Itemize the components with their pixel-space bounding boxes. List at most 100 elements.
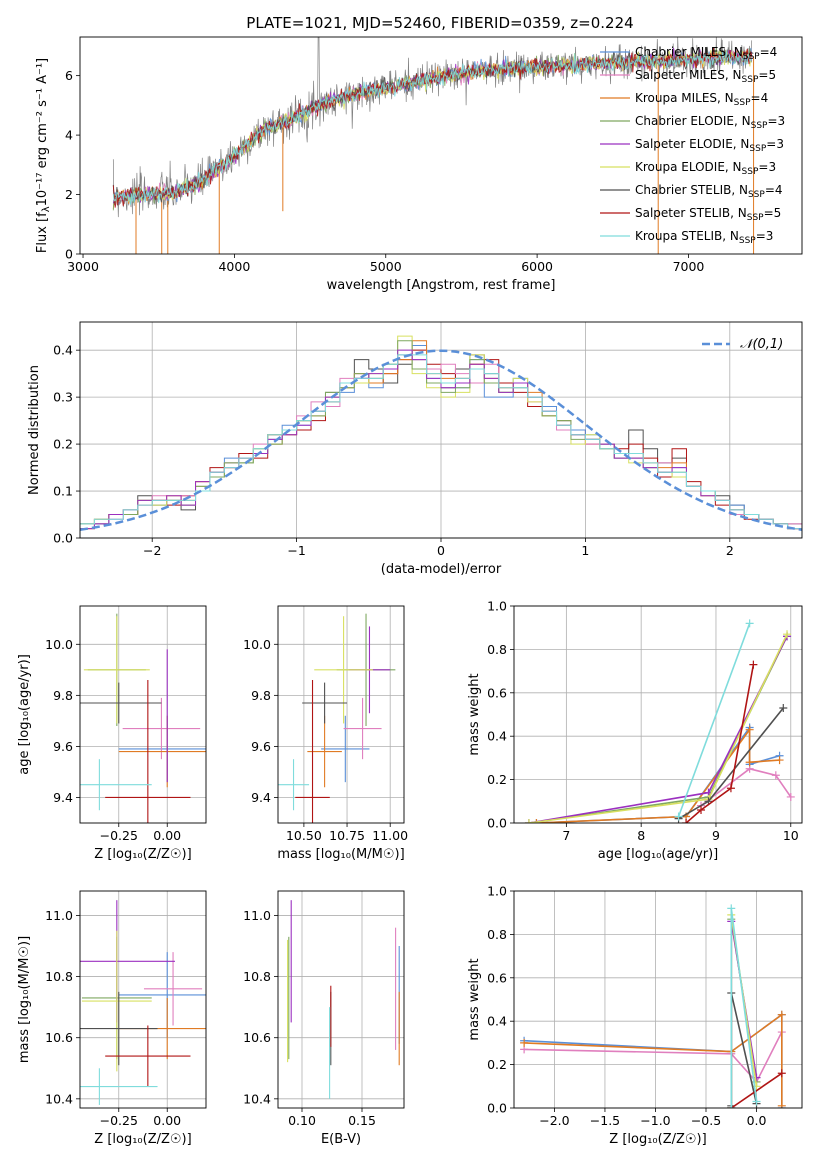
weight-point (777, 1069, 786, 1078)
x-tick-label: 2 (726, 543, 734, 558)
weight-point (674, 812, 683, 821)
weight-line (678, 707, 784, 820)
weight-point (726, 784, 735, 793)
x-tick-label: 11.00 (372, 828, 408, 843)
x-tick-label: 1 (581, 543, 589, 558)
panel-weight-vs-Z: −2.0 −1.5 −1.0 −0.5 0.0 0.0 0.2 0.4 0.6 0.8 1.0 Z [… (467, 884, 803, 1147)
x-tick-label: −2 (143, 543, 161, 558)
weight-line (685, 664, 755, 823)
weight-point (749, 660, 758, 669)
weight-point (786, 792, 795, 801)
x-tick-label: 5000 (370, 259, 402, 274)
panel-mass-vs-Z: −0.25 0.00 10.4 10.6 10.8 11.0 Z [log₁₀(Z/Z☉)]… (17, 890, 207, 1147)
y-axis-label: mass weight (467, 958, 482, 1040)
legend-label: Kroupa ELODIE, NSSP=3 (635, 160, 776, 177)
y-tick-label: 10.0 (243, 637, 271, 652)
axes-frame (79, 890, 207, 1109)
legend-label: Kroupa STELIB, NSSP=3 (635, 229, 773, 246)
y-tick-label: 2 (65, 187, 73, 202)
legend-label: 𝒩(0,1) (740, 337, 783, 352)
axes-frame (79, 605, 207, 824)
y-axis-label: age [log₁₀(age/yr)] (17, 654, 32, 775)
y-axis-label: Normed distribution (27, 365, 42, 495)
y-tick-label: 0.3 (53, 390, 73, 405)
y-tick-label: 9.4 (53, 790, 73, 805)
plot-area (287, 900, 400, 1099)
weight-line (730, 1072, 783, 1108)
legend-label: Chabrier STELIB, NSSP=4 (635, 183, 783, 200)
y-axis-label: mass [log₁₀(M/M☉)] (17, 936, 32, 1063)
x-axis-label: wavelength [Angstrom, rest frame] (327, 278, 556, 293)
weight-point (727, 1104, 736, 1108)
axes-frame (513, 890, 803, 1109)
legend: Chabrier MILES, NSSP=4 Salpeter MILES, NS… (600, 45, 785, 246)
axes-frame (277, 605, 405, 824)
y-tick-label: 0.6 (487, 970, 507, 985)
legend-label: Chabrier ELODIE, NSSP=3 (635, 114, 785, 131)
x-axis-label: (data-model)/error (381, 562, 502, 577)
y-tick-label: 0.4 (53, 343, 73, 358)
x-tick-label: 0.00 (153, 828, 181, 843)
legend-label: Salpeter STELIB, NSSP=5 (635, 206, 781, 223)
y-tick-label: 0.4 (487, 1014, 507, 1029)
y-tick-label: 1.0 (487, 599, 507, 614)
y-tick-label: 6 (65, 68, 73, 83)
x-tick-label: 10.50 (286, 828, 322, 843)
figure-title: PLATE=1021, MJD=52460, FIBERID=0359, z=0… (246, 14, 633, 32)
y-tick-label: 0.0 (487, 816, 507, 831)
weight-point (524, 819, 533, 823)
x-tick-label: 8 (637, 828, 645, 843)
x-tick-label: 0.00 (153, 1113, 181, 1128)
y-tick-label: 0.4 (487, 729, 507, 744)
plot-area (524, 619, 795, 823)
y-tick-label: 9.6 (53, 739, 73, 754)
x-tick-label: −0.5 (691, 1113, 721, 1128)
weight-point (745, 758, 754, 767)
y-tick-label: 0.2 (487, 772, 507, 787)
axes-frame (79, 36, 803, 255)
legend-label: Salpeter ELODIE, NSSP=3 (635, 137, 784, 154)
y-tick-label: 0.0 (487, 1101, 507, 1116)
x-tick-label: 10 (783, 828, 799, 843)
x-axis-label: mass [log₁₀(M/M☉)] (277, 847, 404, 862)
y-axis-label: mass weight (467, 673, 482, 755)
weight-point (779, 703, 788, 712)
panel-residuals: −2 −1 0 1 2 0.0 0.1 0.2 0.3 0.4 (data-model)/error… (27, 321, 803, 577)
weight-line (730, 921, 758, 1108)
x-axis-label: age [log₁₀(age/yr)] (598, 847, 719, 862)
y-tick-label: 0 (65, 247, 73, 262)
y-tick-label: 0.2 (53, 437, 73, 452)
weight-line (536, 727, 780, 823)
x-axis-label: E(B-V) (321, 1132, 361, 1147)
y-tick-label: 9.8 (53, 688, 73, 703)
x-tick-label: −1.0 (640, 1113, 670, 1128)
x-tick-label: 0.10 (288, 1113, 316, 1128)
y-tick-label: 10.8 (243, 969, 271, 984)
y-tick-label: 10.4 (243, 1091, 271, 1106)
y-tick-label: 0.2 (487, 1057, 507, 1072)
legend-label: Chabrier MILES, NSSP=4 (635, 45, 777, 62)
plot-area (80, 335, 802, 538)
weight-point (532, 819, 541, 823)
weight-line (677, 623, 751, 817)
y-tick-label: 0.6 (487, 685, 507, 700)
y-tick-label: 10.6 (45, 1030, 73, 1045)
panel-age-vs-Z: −0.25 0.00 9.4 9.6 9.8 10.0 Z [log₁₀(Z/Z☉)] age… (17, 605, 207, 862)
legend-label: Kroupa MILES, NSSP=4 (635, 91, 768, 108)
weight-point (697, 805, 706, 814)
y-tick-label: 11.0 (243, 908, 271, 923)
x-tick-label: 4000 (218, 259, 250, 274)
x-tick-label: 7 (562, 828, 570, 843)
weight-point (727, 904, 736, 913)
y-tick-label: 0.0 (53, 531, 73, 546)
weight-point (771, 771, 780, 780)
x-tick-label: −1 (287, 543, 305, 558)
x-tick-label: 0.15 (348, 1113, 376, 1128)
y-tick-label: 0.1 (53, 484, 73, 499)
model-line (112, 49, 753, 205)
plot-area (80, 900, 206, 1105)
plot-area (520, 904, 786, 1108)
x-tick-label: −2.0 (539, 1113, 569, 1128)
y-tick-label: 0.8 (487, 927, 507, 942)
